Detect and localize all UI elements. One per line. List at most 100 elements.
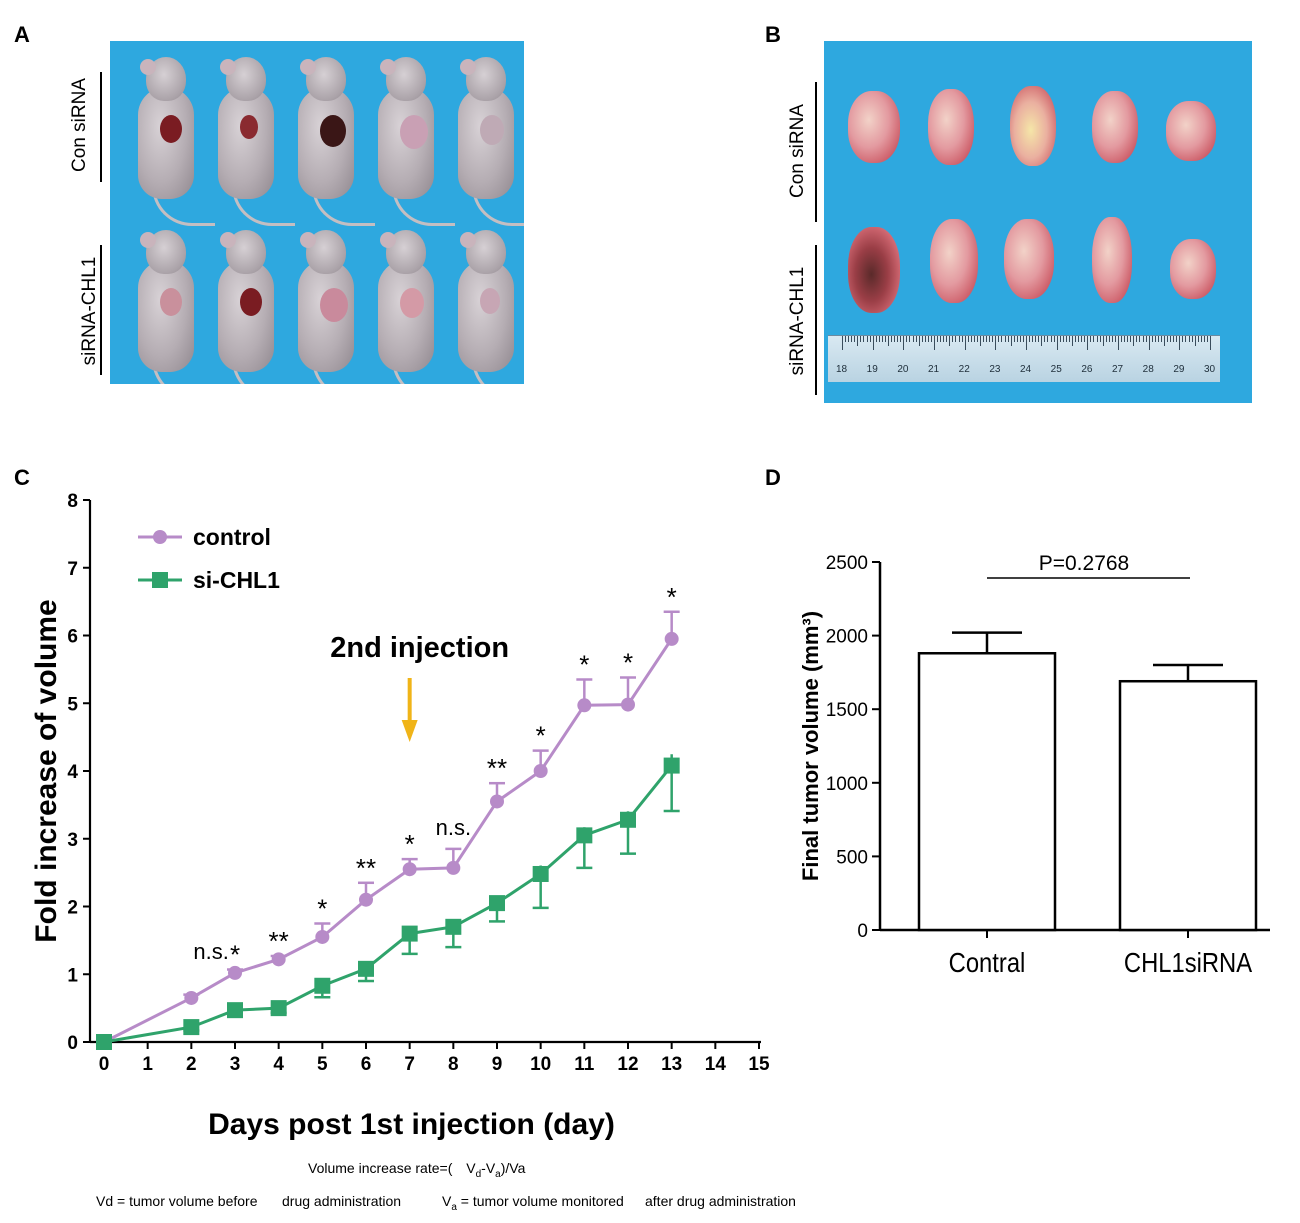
ruler-tick [1121,336,1123,342]
ruler-tick [909,336,911,342]
significance-label: n.s. [436,815,471,840]
x-tick-label: 14 [705,1054,727,1075]
y-tick-label: 7 [67,559,78,580]
ruler-tick [863,336,865,342]
legend-label-control: control [193,524,271,550]
ruler-tick [1062,336,1064,342]
ruler-tick [958,336,960,342]
x-tick-label: 9 [492,1054,503,1075]
tumor-si-3 [1004,219,1054,299]
ruler-tick [1081,336,1083,342]
ruler-tick [1035,336,1037,342]
ruler-tick [1136,336,1138,342]
tumor-si-5 [1170,239,1216,299]
annotation-arrow-head [401,720,418,742]
ruler-tick [900,336,902,342]
formula-va-def2: after drug administration [645,1193,796,1209]
y-tick-label: 2000 [826,627,868,648]
ruler-tick [1118,336,1119,350]
ruler-tick [1124,336,1126,342]
ruler-tick [915,336,917,342]
ruler-tick [1065,336,1067,342]
ruler-tick [878,336,880,342]
ruler-tick [866,336,868,342]
ruler-tick [1068,336,1070,342]
y-axis-label: Fold increase of volume [30,599,63,942]
bar-Contral [917,652,1057,932]
y-axis-label: Final tumor volume (mm³) [798,611,823,881]
significance-label: * [536,721,546,751]
ruler-tick [1096,336,1098,342]
ruler-tick [986,336,988,342]
ruler-tick [857,336,859,346]
y-tick-label: 4 [67,762,78,783]
ruler-tick [983,336,985,342]
ruler-tick [1139,336,1141,342]
data-point-control [533,764,548,778]
significance-label: * [230,940,240,970]
data-point-control [490,794,504,809]
ruler-tick [949,336,951,346]
tumor-si-2 [930,219,978,303]
ruler-tick [943,336,945,342]
x-tick-label: 4 [273,1054,284,1075]
ruler-tick [1010,336,1012,346]
significance-label: ** [269,926,289,956]
panel-b-bracket-si [815,245,817,395]
ruler-tick [930,336,932,342]
ruler-tick [1056,336,1058,350]
ruler-tick [961,336,963,342]
ruler-tick [1072,336,1073,346]
data-point-si-CHL1 [401,925,418,942]
panel-a-bracket-con [100,72,102,182]
ruler-tick [964,336,966,350]
ruler-number: 30 [1204,364,1216,375]
ruler-tick [845,336,847,342]
y-tick-label: 0 [857,921,868,942]
data-point-si-CHL1 [445,918,462,935]
formula-rate-mid: -V [481,1160,496,1176]
x-tick-label: 12 [617,1054,638,1075]
tumor-si-1 [848,227,900,313]
ruler-number: 24 [1020,364,1032,375]
ruler-tick [881,336,883,342]
ruler-tick [1210,336,1211,350]
data-point-control [446,860,461,875]
panel-a-bracket-si [100,245,102,375]
ruler-tick [1108,336,1110,342]
data-point-si-CHL1 [183,1019,200,1036]
ruler-tick [967,336,969,342]
x-tick-label: 11 [574,1054,595,1075]
ruler-tick [1053,336,1055,342]
ruler-tick [1022,336,1024,342]
data-point-si-CHL1 [663,757,680,774]
panel-a-mice-photo [110,41,524,384]
ruler-tick [903,336,905,350]
ruler-tick [1194,336,1196,346]
tumor-con-4 [1092,91,1138,163]
formula-va: Va = tumor volume monitored [442,1193,624,1213]
formula-va-symbol: V [442,1193,452,1209]
tumor-con-1 [848,91,900,163]
formula-vd-symbol: Vd [96,1193,114,1209]
ruler-tick [1087,336,1089,350]
significance-label: * [579,650,589,680]
panel-b-row-label-si: siRNA-CHL1 [787,266,808,376]
data-point-control [315,929,330,944]
ruler-tick [973,336,975,342]
formula-rate-vd: V [466,1160,476,1176]
significance-label: * [317,893,327,923]
ruler-tick [1182,336,1184,342]
y-tick-label: 0 [67,1033,78,1054]
ruler-tick [995,336,997,350]
ruler-tick [1142,336,1144,342]
ruler-number: 28 [1142,364,1154,375]
ruler-tick [924,336,926,342]
ruler-tick [976,336,978,342]
ruler-tick [1090,336,1092,342]
ruler-tick [1179,336,1181,350]
ruler-tick [1099,336,1101,342]
ruler-tick [1102,336,1104,346]
y-tick-label: 5 [67,694,78,715]
